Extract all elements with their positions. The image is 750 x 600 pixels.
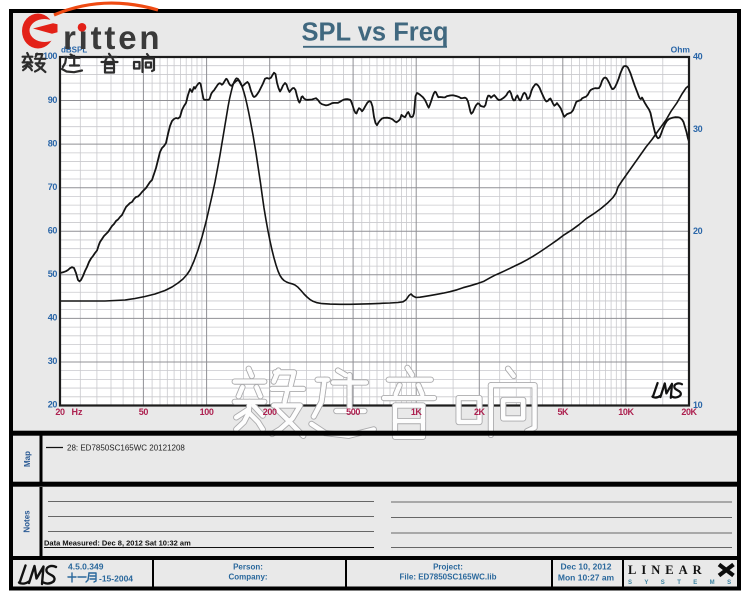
svg-text:100: 100 bbox=[43, 51, 57, 61]
svg-text:50: 50 bbox=[139, 407, 149, 417]
svg-text:Notes: Notes bbox=[23, 510, 32, 533]
svg-text:80: 80 bbox=[48, 138, 58, 148]
svg-text:File: ED7850SC165WC.lib: File: ED7850SC165WC.lib bbox=[400, 573, 497, 582]
svg-text:500: 500 bbox=[346, 407, 360, 417]
svg-text:40: 40 bbox=[48, 313, 58, 323]
svg-text:60: 60 bbox=[48, 225, 58, 235]
svg-text:70: 70 bbox=[48, 182, 58, 192]
svg-text:10: 10 bbox=[693, 400, 703, 410]
svg-text:20K: 20K bbox=[681, 407, 697, 417]
svg-text:ritten: ritten bbox=[63, 19, 162, 56]
svg-text:200: 200 bbox=[263, 407, 277, 417]
svg-text:LINEAR: LINEAR bbox=[628, 563, 707, 577]
svg-text:Project:: Project: bbox=[433, 563, 463, 572]
svg-text:30: 30 bbox=[693, 124, 703, 134]
svg-text:Person:: Person: bbox=[233, 563, 263, 572]
svg-text:Mon 10:27 am: Mon 10:27 am bbox=[558, 573, 615, 583]
svg-text:Map: Map bbox=[23, 451, 32, 467]
svg-text:50: 50 bbox=[48, 269, 58, 279]
svg-text:20: 20 bbox=[48, 400, 58, 410]
svg-text:30: 30 bbox=[48, 356, 58, 366]
svg-text:90: 90 bbox=[48, 95, 58, 105]
svg-text:4.5.0.349: 4.5.0.349 bbox=[68, 562, 104, 572]
svg-text:2K: 2K bbox=[474, 407, 486, 417]
svg-text:SPL vs Freq: SPL vs Freq bbox=[302, 18, 449, 46]
svg-text:10K: 10K bbox=[618, 407, 634, 417]
svg-text:SYSTEMS: SYSTEMS bbox=[628, 580, 743, 586]
svg-text:1K: 1K bbox=[411, 407, 423, 417]
svg-text:-15-2004: -15-2004 bbox=[99, 574, 133, 584]
svg-text:40: 40 bbox=[693, 52, 703, 62]
svg-text:Dec 10, 2012: Dec 10, 2012 bbox=[560, 562, 611, 572]
svg-text:Ohm: Ohm bbox=[671, 45, 691, 55]
svg-text:dBSPL: dBSPL bbox=[61, 46, 87, 55]
svg-text:100: 100 bbox=[200, 407, 214, 417]
svg-text:Hz: Hz bbox=[72, 407, 83, 417]
svg-text:Data Measured: Dec 8, 2012 S: Data Measured: Dec 8, 2012 Sat 10:32 am bbox=[44, 539, 191, 548]
svg-text:Company:: Company: bbox=[228, 573, 267, 582]
svg-text:28: ED7850SC165WC 20121208: 28: ED7850SC165WC 20121208 bbox=[67, 444, 185, 453]
svg-text:20: 20 bbox=[55, 407, 65, 417]
svg-text:5K: 5K bbox=[557, 407, 569, 417]
svg-text:20: 20 bbox=[693, 226, 703, 236]
